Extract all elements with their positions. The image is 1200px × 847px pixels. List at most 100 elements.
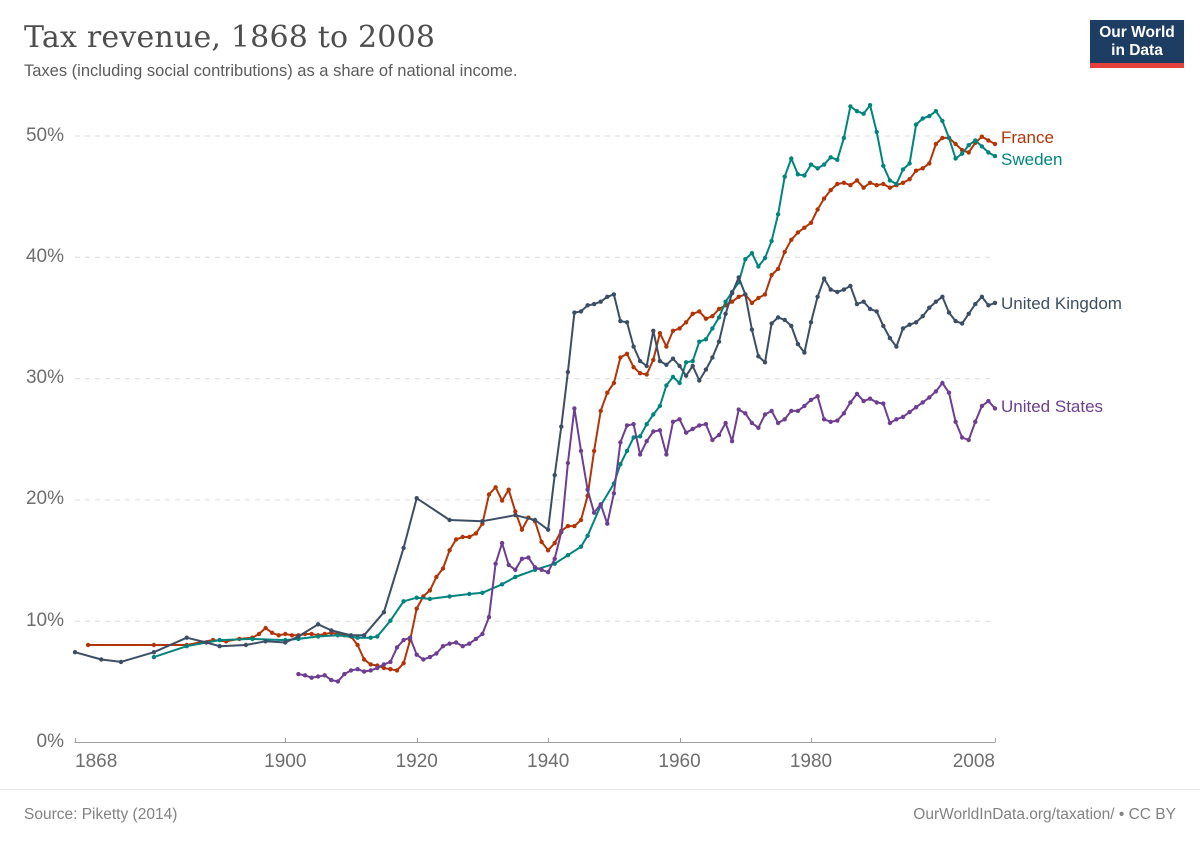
data-point [821,162,827,167]
data-point [296,634,301,639]
data-point [782,174,787,179]
series-line-united-states [297,382,996,683]
data-point [565,369,571,375]
data-point [887,178,893,183]
data-point [624,448,630,454]
chart-subtitle: Taxes (including social contributions) a… [24,62,518,80]
data-point [874,400,879,405]
data-point [986,138,991,143]
series-line-united-kingdom [74,276,996,663]
data-point [499,498,505,503]
x-tick-label: 1920 [395,751,438,772]
data-point [920,400,925,405]
data-point [421,657,426,662]
data-point [361,633,367,638]
x-tick-label: 1960 [658,751,701,772]
data-point [835,289,840,295]
data-point [973,419,978,424]
data-point [473,531,479,536]
data-point [716,306,722,312]
data-point [611,491,617,496]
data-point [335,679,341,684]
data-point [401,661,406,666]
data-point [407,635,413,640]
data-point [690,358,695,364]
owid-logo-line1: Our World [1099,24,1175,41]
credit-link[interactable]: OurWorldInData.org/taxation/ • CC BY [913,806,1176,823]
data-point [946,390,952,395]
data-point [749,300,755,306]
data-point [861,398,866,404]
data-point [480,519,485,524]
data-point [388,618,393,623]
data-point [335,633,341,638]
data-point [611,380,617,386]
data-point [953,419,958,424]
data-point [342,671,347,677]
data-point [940,294,945,299]
data-point [716,315,722,320]
data-point [743,411,748,416]
data-point [973,138,978,143]
data-point [427,588,433,593]
data-point [598,299,603,304]
data-point [854,391,860,397]
data-point [302,673,308,678]
data-point [848,283,853,289]
data-point [769,272,774,278]
data-point [519,556,525,561]
data-point [315,674,321,679]
data-point [736,275,741,280]
data-point [782,317,787,323]
data-point [368,662,373,667]
data-point [710,437,715,443]
series-line-france [87,135,996,672]
data-point [381,662,387,667]
data-point [486,614,492,620]
data-point [322,673,327,678]
data-point [802,173,807,178]
data-point [959,435,965,440]
data-point [289,633,295,638]
data-point [591,510,597,515]
data-point [598,408,603,414]
data-point [217,637,222,643]
data-point [683,373,689,378]
data-point [940,135,945,141]
owid-logo-text: Our World in Data [1090,20,1184,63]
data-point [736,407,741,412]
data-point [427,596,433,602]
data-point [808,320,814,325]
series-line-sweden [152,104,996,659]
data-point [913,320,919,325]
data-point [283,640,288,645]
data-point [710,326,715,331]
data-point [900,180,906,185]
data-point [900,414,906,420]
data-point [959,321,965,326]
data-point [526,555,531,560]
data-point [841,287,847,292]
data-point [585,303,590,308]
data-point [467,534,472,540]
data-point [723,311,728,316]
data-point [979,294,985,299]
data-point [933,299,939,304]
data-point [677,417,682,422]
data-point [572,406,577,411]
data-point [808,162,814,167]
data-point [894,417,899,422]
data-point [651,357,656,363]
owid-logo[interactable]: Our World in Data [1090,20,1184,68]
data-point [651,429,656,434]
data-point [815,207,820,212]
data-point [749,420,755,426]
data-point [605,390,610,395]
data-point [756,354,761,359]
data-point [841,180,847,185]
data-point [552,540,557,546]
data-point [986,398,991,404]
data-point [743,292,748,297]
data-point [585,533,590,538]
